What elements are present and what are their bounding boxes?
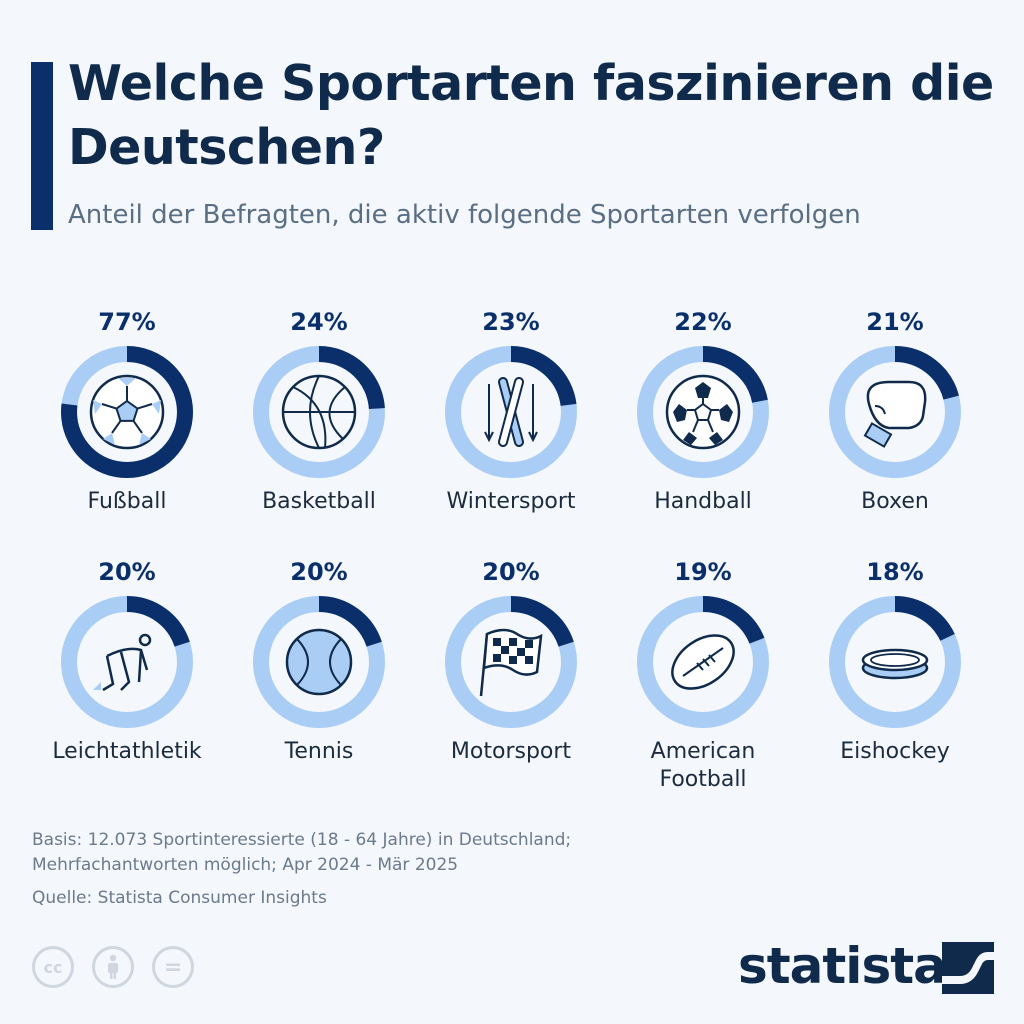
donut-chart — [637, 346, 769, 478]
chart-title: Welche Sportarten faszinieren die Deutsc… — [68, 55, 994, 176]
creative-commons-icon[interactable]: cc — [32, 946, 74, 988]
donut-chart — [445, 596, 577, 728]
donut-value-arc — [61, 346, 193, 478]
american-football-icon — [671, 634, 735, 690]
value-label: 24% — [290, 308, 348, 336]
donut-chart — [61, 346, 193, 478]
tennis-ball-icon — [285, 628, 353, 696]
donut-value-arc — [637, 346, 769, 478]
category-label: Motorsport — [450, 739, 572, 764]
donut-value-arc — [829, 596, 961, 728]
boxing-glove-icon — [863, 380, 927, 448]
chart-subtitle: Anteil der Befragten, die aktiv folgende… — [68, 200, 861, 230]
value-label: 18% — [866, 558, 924, 586]
donut-value-arc — [829, 346, 961, 478]
donut-chart — [829, 346, 961, 478]
value-label: 19% — [674, 558, 732, 586]
category-label: Boxen — [861, 489, 929, 514]
value-label: 77% — [98, 308, 156, 336]
value-label: 22% — [674, 308, 732, 336]
donut-chart — [445, 346, 577, 478]
category-label: Eishockey — [840, 739, 950, 764]
donut-value-arc — [253, 346, 385, 478]
footer-basis-line-2: Mehrfachantworten möglich; Apr 2024 - Mä… — [32, 855, 459, 875]
no-derivatives-icon[interactable]: = — [152, 946, 194, 988]
value-label: 20% — [290, 558, 348, 586]
donut-chart — [637, 596, 769, 728]
donut-chart — [61, 596, 193, 728]
soccer-ball-icon — [89, 374, 165, 450]
basketball-icon — [281, 374, 357, 450]
sprinter-start-icon — [93, 633, 152, 692]
category-label: American Football — [650, 739, 756, 792]
donut-value-arc — [253, 596, 385, 728]
statista-mark-icon — [942, 942, 994, 994]
value-label: 23% — [482, 308, 540, 336]
donut-value-arc — [637, 596, 769, 728]
donut-grid: 77% Fußball 24% Basketball 23% Wintersport… — [0, 300, 1024, 800]
donut-value-arc — [445, 346, 577, 478]
checkered-flag-icon — [479, 628, 543, 697]
attribution-icon[interactable] — [92, 946, 134, 988]
donut-chart — [829, 596, 961, 728]
logo-text: statista — [738, 937, 947, 995]
category-label: Tennis — [284, 739, 354, 764]
value-label: 20% — [482, 558, 540, 586]
category-label: Leichtathletik — [52, 739, 202, 764]
skis-icon — [484, 377, 538, 447]
hockey-puck-icon — [861, 648, 929, 680]
category-label: Basketball — [262, 489, 376, 514]
footer-basis-line-1: Basis: 12.073 Sportinteressierte (18 - 6… — [32, 830, 572, 850]
title-accent-bar — [31, 62, 53, 230]
category-label: Wintersport — [446, 489, 576, 514]
donut-chart — [253, 346, 385, 478]
footer-source: Quelle: Statista Consumer Insights — [32, 888, 327, 908]
handball-icon — [665, 374, 741, 450]
value-label: 21% — [866, 308, 924, 336]
donut-value-arc — [445, 596, 577, 728]
category-label: Fußball — [87, 489, 167, 514]
category-label: Handball — [654, 489, 752, 514]
donut-value-arc — [61, 596, 193, 728]
person-icon — [108, 954, 118, 979]
value-label: 20% — [98, 558, 156, 586]
donut-chart — [253, 596, 385, 728]
